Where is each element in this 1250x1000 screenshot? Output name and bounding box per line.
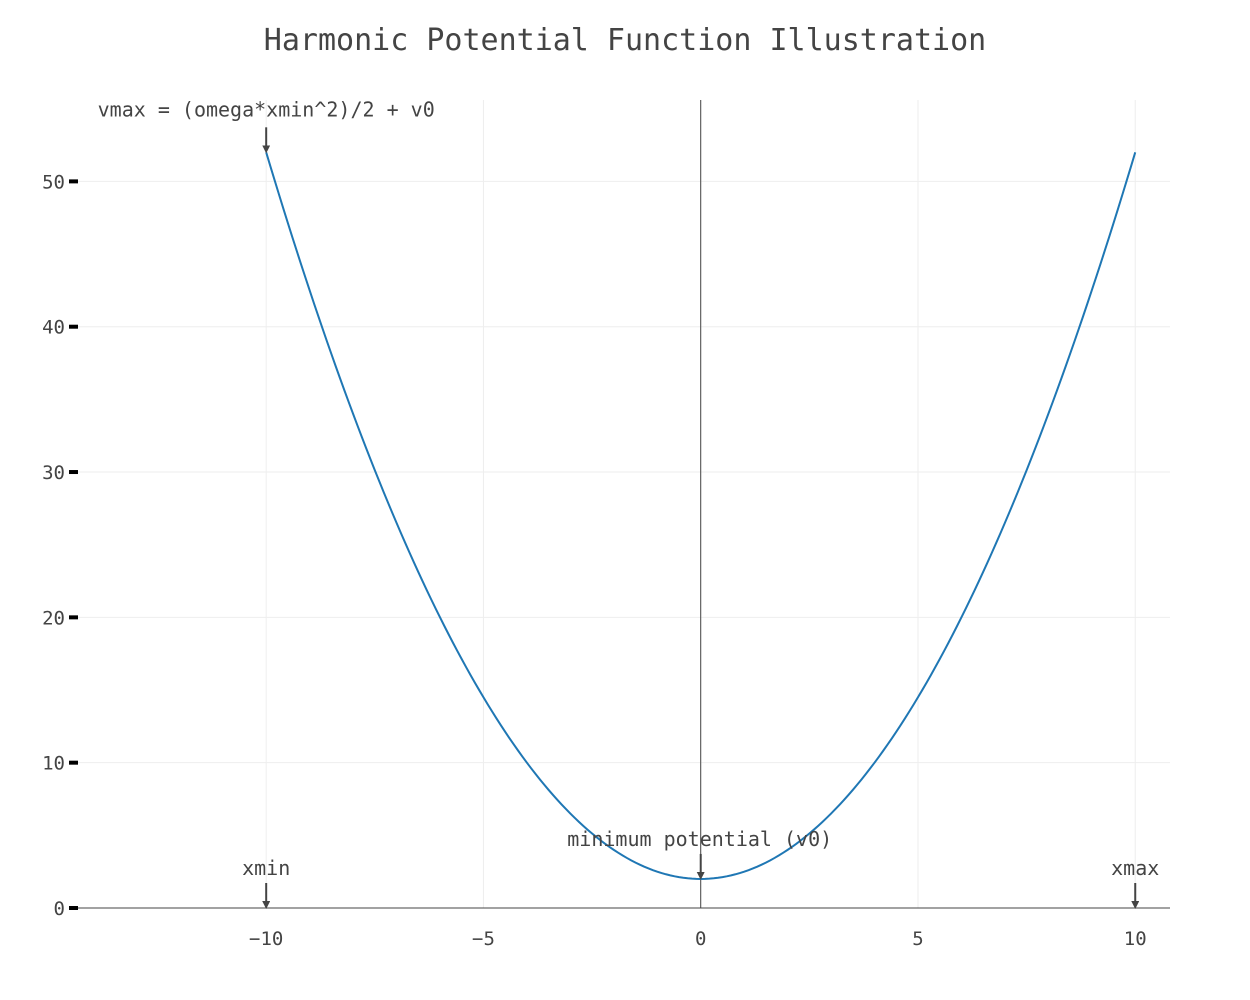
y-tick-label: 20 [42, 607, 65, 629]
x-tick-label: 5 [912, 928, 923, 950]
annotations-layer: vmax = (omega*xmin^2)/2 + v0 minimum pote… [98, 97, 1159, 909]
annotation-xmin: xmin [242, 856, 290, 909]
y-tick-label: 50 [42, 171, 65, 193]
y-tick-label: 0 [54, 898, 65, 920]
annotation-label: vmax = (omega*xmin^2)/2 + v0 [98, 97, 435, 121]
x-tick-label: −5 [472, 928, 495, 950]
annotation-label: xmin [242, 856, 290, 880]
x-tick-label: −10 [249, 928, 283, 950]
annotation-minimum: minimum potential (v0) [567, 827, 832, 880]
y-tick-label: 40 [42, 317, 65, 339]
annotation-label: xmax [1111, 856, 1159, 880]
x-tick-label: 0 [695, 928, 706, 950]
y-tick-label: 30 [42, 462, 65, 484]
x-tick-label: 10 [1124, 928, 1147, 950]
axes: −10 −5 0 5 10 0 10 20 30 40 50 [42, 100, 1170, 950]
annotation-xmax: xmax [1111, 856, 1159, 909]
chart-title: Harmonic Potential Function Illustration [264, 23, 986, 58]
annotation-label: minimum potential (v0) [567, 827, 832, 851]
annotation-vmax: vmax = (omega*xmin^2)/2 + v0 [98, 97, 435, 154]
y-tick-label: 10 [42, 753, 65, 775]
grid-lines [75, 100, 1170, 908]
